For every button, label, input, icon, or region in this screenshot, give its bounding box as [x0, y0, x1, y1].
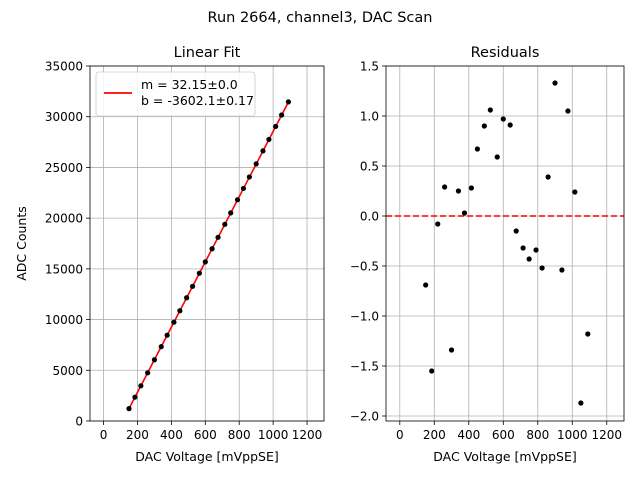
chart-1-point-21 — [559, 267, 565, 273]
chart-0-point-20 — [253, 161, 259, 167]
chart-0-point-7 — [171, 319, 177, 325]
chart-1-point-0 — [423, 282, 429, 288]
chart-1-point-2 — [435, 221, 441, 227]
chart-1-title: Residuals — [471, 45, 540, 61]
chart-0-xtick-label-1: 200 — [126, 428, 149, 442]
chart-1-point-23 — [572, 189, 578, 195]
chart-1-xtick-label-0: 0 — [396, 428, 404, 442]
chart-0-ytick-label-6: 30000 — [45, 110, 83, 124]
chart-0-xtick-label-2: 400 — [160, 428, 183, 442]
chart-0-point-18 — [240, 185, 247, 192]
chart-1-point-7 — [468, 185, 474, 191]
chart-1-ytick-label-0: −2.0 — [350, 410, 379, 424]
chart-1-xtick-label-5: 1000 — [557, 428, 588, 442]
residuals-plot: 0 200 400 600 800 1000 1200 −2.0 −1.5 −1.0 −0.5 0.0… — [350, 45, 625, 464]
chart-0-point-22 — [266, 136, 272, 143]
chart-0-point-21 — [260, 148, 266, 154]
chart-0-ytick-label-2: 10000 — [45, 313, 83, 327]
chart-0-point-16 — [228, 210, 234, 216]
chart-0-ytick-label-3: 15000 — [45, 262, 83, 276]
chart-0-point-15 — [222, 221, 228, 227]
chart-0-ylabel: ADC Counts — [14, 206, 29, 281]
chart-1-ytick-label-5: 0.5 — [360, 160, 379, 174]
chart-0-point-19 — [246, 174, 252, 180]
chart-1-ytick-label-7: 1.5 — [360, 60, 379, 74]
chart-1-point-19 — [545, 174, 551, 180]
chart-0-legend-entry-1: b = -3602.1±0.17 — [141, 93, 254, 108]
chart-1-point-8 — [474, 146, 481, 152]
chart-1-point-22 — [565, 108, 571, 114]
chart-1-point-9 — [481, 123, 487, 129]
chart-1-xtick-label-2: 400 — [457, 428, 480, 442]
chart-0-xtick-label-4: 800 — [228, 428, 251, 442]
chart-1-frame — [385, 65, 625, 422]
chart-1-point-16 — [526, 256, 532, 262]
chart-1-point-4 — [448, 347, 455, 353]
chart-0-point-25 — [285, 99, 291, 105]
chart-1-point-6 — [461, 210, 468, 216]
chart-1-xlabel: DAC Voltage [mVppSE] — [433, 449, 576, 464]
chart-0-point-3 — [145, 370, 151, 376]
chart-0-ytick-label-0: 0 — [75, 415, 83, 429]
chart-1-point-11 — [494, 154, 500, 160]
chart-0-point-4 — [151, 357, 158, 363]
chart-0-title: Linear Fit — [174, 45, 241, 61]
chart-0-legend-entry-0: m = 32.15±0.0 — [141, 77, 238, 92]
chart-0-point-11 — [196, 270, 202, 276]
chart-1-point-14 — [513, 228, 519, 234]
chart-0-point-12 — [202, 259, 208, 265]
chart-0-ytick-label-1: 5000 — [52, 364, 83, 378]
chart-1-ytick-label-4: 0.0 — [360, 210, 379, 224]
chart-0-xlabel: DAC Voltage [mVppSE] — [135, 449, 278, 464]
chart-1-point-20 — [552, 80, 558, 86]
chart-0-xtick-label-6: 1200 — [292, 428, 323, 442]
chart-1-point-5 — [455, 188, 462, 194]
chart-0-point-14 — [215, 234, 221, 240]
chart-1-point-13 — [507, 122, 513, 128]
chart-0-point-0 — [126, 406, 132, 412]
chart-0-point-1 — [132, 394, 138, 400]
chart-1-point-10 — [487, 107, 493, 113]
chart-0-xtick-label-5: 1000 — [258, 428, 289, 442]
figure-suptitle: Run 2664, channel3, DAC Scan — [208, 10, 433, 26]
chart-1-xtick-label-4: 800 — [526, 428, 549, 442]
chart-1-point-25 — [585, 331, 591, 337]
chart-0-legend-box — [95, 71, 256, 117]
chart-1-point-12 — [500, 116, 506, 122]
chart-1-xtick-label-6: 1200 — [591, 428, 622, 442]
chart-0-point-9 — [184, 295, 190, 301]
chart-0-point-17 — [234, 197, 241, 203]
chart-0-point-2 — [138, 383, 144, 389]
chart-1-point-17 — [533, 247, 539, 253]
chart-0-point-23 — [273, 123, 279, 130]
linear-fit-plot: 0 200 400 600 800 1000 1200 0 5000 10000 15000 2000… — [14, 45, 325, 464]
chart-1-xtick-label-1: 200 — [423, 428, 446, 442]
chart-0-xtick-label-0: 0 — [100, 428, 108, 442]
chart-0-ytick-label-7: 35000 — [45, 60, 83, 74]
chart-0-point-24 — [279, 112, 285, 118]
chart-0-point-5 — [158, 344, 164, 350]
chart-1-point-3 — [442, 184, 448, 190]
chart-1-point-15 — [520, 245, 526, 251]
chart-0-ytick-label-4: 20000 — [45, 212, 83, 226]
chart-1-point-24 — [578, 400, 584, 406]
chart-0-point-6 — [164, 332, 170, 338]
chart-0-point-8 — [177, 308, 183, 314]
chart-1-ytick-label-6: 1.0 — [360, 110, 379, 124]
chart-0-frame — [89, 65, 325, 422]
chart-1-point-18 — [539, 265, 545, 271]
chart-0-xtick-label-3: 600 — [194, 428, 217, 442]
chart-1-ytick-label-2: −1.0 — [350, 310, 379, 324]
chart-1-point-1 — [429, 368, 435, 374]
chart-1-ytick-label-1: −1.5 — [350, 360, 379, 374]
chart-0-ytick-label-5: 25000 — [45, 161, 83, 175]
chart-1-ytick-label-3: −0.5 — [350, 260, 379, 274]
chart-1-xtick-label-3: 600 — [492, 428, 515, 442]
chart-0-point-10 — [189, 283, 196, 289]
chart-0-point-13 — [209, 246, 215, 252]
